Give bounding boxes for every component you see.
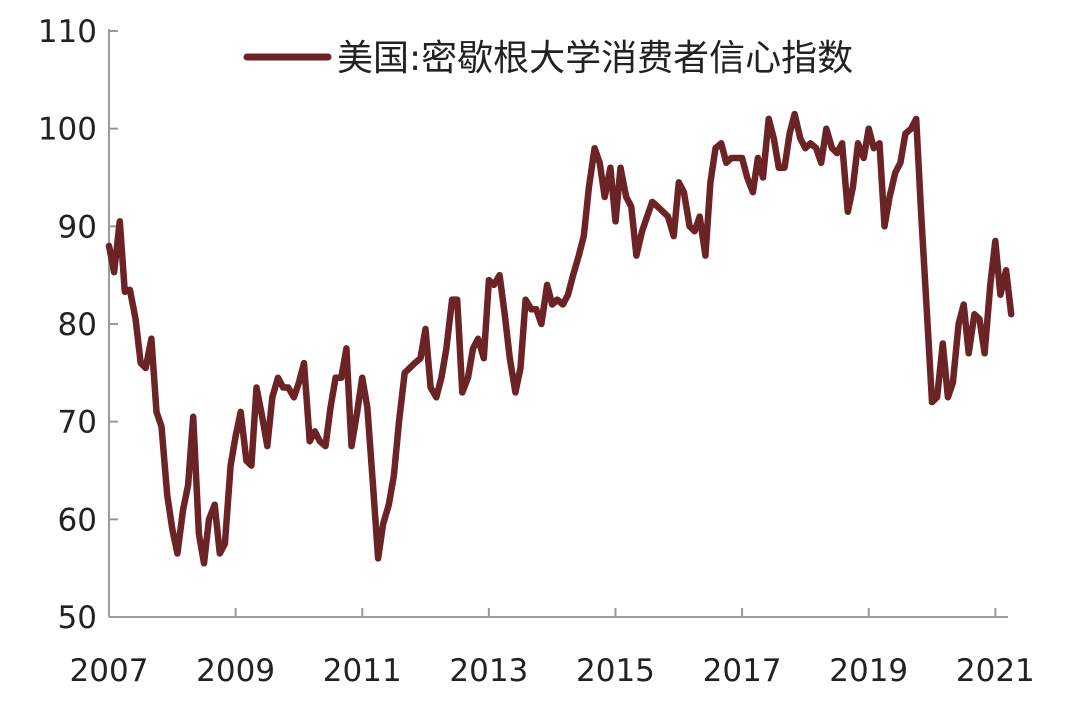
x-tick-label: 2017	[703, 653, 782, 689]
x-tick-label: 2013	[449, 653, 528, 689]
plot-area: 50 60 70 80 90 100 110 2007 2009 2011 2013 2015 2017…	[38, 14, 1035, 689]
x-tick-label: 2007	[70, 653, 149, 689]
y-tick-label: 90	[58, 209, 97, 245]
y-tick-label: 70	[58, 405, 97, 441]
y-tick-label: 80	[58, 307, 97, 343]
y-tick-label: 50	[58, 600, 97, 636]
x-tick-label: 2021	[956, 653, 1035, 689]
x-tick-label: 2011	[323, 653, 402, 689]
y-tick-label: 60	[58, 502, 97, 538]
series-line	[105, 110, 1015, 567]
x-tick-label: 2009	[196, 653, 275, 689]
x-tick-label: 2015	[576, 653, 655, 689]
y-tick-label: 110	[38, 14, 97, 50]
legend: 美国:密歇根大学消费者信心指数	[243, 38, 853, 79]
x-tick-label: 2019	[829, 653, 908, 689]
legend-label: 美国:密歇根大学消费者信心指数	[337, 38, 853, 79]
y-tick-label: 100	[38, 112, 97, 148]
